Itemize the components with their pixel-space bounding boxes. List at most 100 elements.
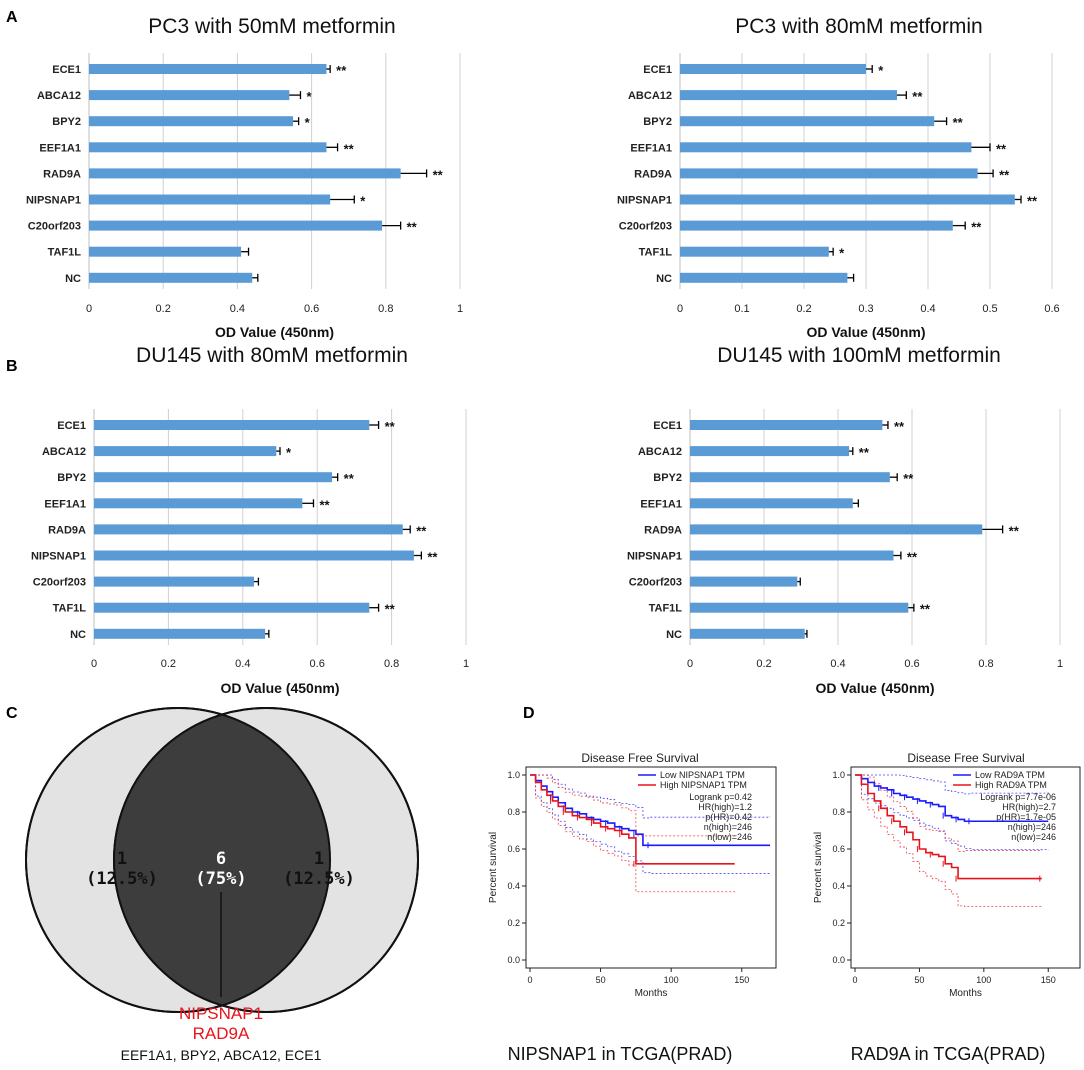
category-label: NC xyxy=(666,629,682,641)
km-caption: NIPSNAP1 in TCGA(PRAD) xyxy=(508,1044,733,1064)
category-label: EEF1A1 xyxy=(630,142,672,154)
x-tick-label: 0 xyxy=(91,658,97,670)
y-tick-label: 0.4 xyxy=(507,881,520,891)
bar xyxy=(94,550,414,561)
other-genes: EEF1A1, BPY2, ABCA12, ECE1 xyxy=(121,1047,322,1063)
chart-title: PC3 with 50mM metformin xyxy=(148,15,395,38)
x-tick-label: 1 xyxy=(463,658,469,670)
bar xyxy=(690,524,983,535)
y-tick-label: 0.0 xyxy=(832,955,845,965)
bar xyxy=(94,576,254,587)
bar-chart-2: 0 0.1 0.2 0.3 0.4 0.5 0.6 PC3 with 80mM metform… xyxy=(617,15,1060,340)
category-label: EEF1A1 xyxy=(39,142,81,154)
venn-left-percent: (12.5%) xyxy=(86,869,158,889)
category-label: EEF1A1 xyxy=(44,498,86,510)
significance-marker: ** xyxy=(336,63,347,78)
x-axis-title: Months xyxy=(635,988,668,999)
x-axis-title: OD Value (450nm) xyxy=(215,324,334,340)
significance-marker: * xyxy=(305,115,311,130)
bar xyxy=(94,602,370,613)
km-plot-frame xyxy=(850,766,1081,969)
y-tick-label: 0.8 xyxy=(832,807,845,817)
significance-marker: * xyxy=(306,89,312,104)
bar xyxy=(89,220,383,231)
significance-marker: ** xyxy=(319,497,330,512)
bar xyxy=(680,220,953,231)
bar xyxy=(690,576,798,587)
significance-marker: ** xyxy=(920,602,931,617)
x-tick-label: 0.8 xyxy=(978,658,993,670)
significance-marker: ** xyxy=(407,220,418,235)
category-label: EEF1A1 xyxy=(640,498,682,510)
x-axis-title: Months xyxy=(949,988,982,999)
significance-marker: ** xyxy=(907,550,918,565)
venn-overlap-count: 6 xyxy=(216,849,226,869)
confidence-band xyxy=(530,774,736,893)
category-label: BPY2 xyxy=(653,472,682,484)
bar xyxy=(89,90,290,101)
significance-marker: ** xyxy=(344,471,355,486)
x-tick-label: 0 xyxy=(527,975,532,985)
category-label: BPY2 xyxy=(52,116,81,128)
x-tick-label: 0.8 xyxy=(378,303,393,315)
category-label: RAD9A xyxy=(43,168,81,180)
category-label: ABCA12 xyxy=(37,90,81,102)
x-tick-label: 50 xyxy=(596,975,606,985)
legend-label: Low RAD9A TPM xyxy=(975,770,1045,780)
x-tick-label: 0.2 xyxy=(156,303,171,315)
bar xyxy=(89,272,253,283)
venn-overlap-percent: (75%) xyxy=(195,869,246,889)
significance-marker: ** xyxy=(953,115,964,130)
survival-curve xyxy=(855,774,1042,880)
category-label: C20orf203 xyxy=(619,221,672,233)
chart-title: DU145 with 100mM metformin xyxy=(717,344,1001,367)
confidence-band xyxy=(855,774,1043,852)
x-tick-label: 0.6 xyxy=(1044,303,1059,315)
bar xyxy=(94,472,333,483)
category-label: ECE1 xyxy=(653,420,682,432)
significance-marker: ** xyxy=(344,141,355,156)
x-tick-label: 0 xyxy=(86,303,92,315)
x-tick-label: 0.6 xyxy=(310,658,325,670)
x-tick-label: 0.2 xyxy=(796,303,811,315)
confidence-band xyxy=(530,774,771,819)
venn-right-percent: (12.5%) xyxy=(283,869,355,889)
significance-marker: ** xyxy=(416,523,427,538)
y-tick-label: 0.6 xyxy=(832,844,845,854)
significance-marker: ** xyxy=(433,167,444,182)
category-label: ABCA12 xyxy=(628,90,672,102)
bar xyxy=(690,550,894,561)
bar xyxy=(89,64,327,74)
x-tick-label: 1 xyxy=(457,303,463,315)
stat-text: n(high)=246 xyxy=(704,822,752,832)
significance-marker: * xyxy=(286,445,292,460)
significance-marker: ** xyxy=(971,220,982,235)
bar xyxy=(94,446,277,457)
category-label: NIPSNAP1 xyxy=(26,195,81,207)
x-tick-label: 0.4 xyxy=(235,658,250,670)
stat-text: HR(high)=2.7 xyxy=(1002,802,1056,812)
km-title: Disease Free Survival xyxy=(581,751,698,765)
category-label: RAD9A xyxy=(634,168,672,180)
y-tick-label: 1.0 xyxy=(832,770,845,780)
stat-text: p(HR)=1.7e-05 xyxy=(996,812,1056,822)
y-tick-label: 0.2 xyxy=(507,918,520,928)
category-label: NIPSNAP1 xyxy=(617,195,672,207)
venn-outline-left xyxy=(25,707,331,1013)
category-label: ECE1 xyxy=(52,64,81,76)
bar xyxy=(680,116,935,127)
category-label: ABCA12 xyxy=(638,446,682,458)
x-tick-label: 0.8 xyxy=(384,658,399,670)
bar xyxy=(680,272,848,283)
venn-left-count: 1 xyxy=(117,849,127,869)
category-label: BPY2 xyxy=(643,116,672,128)
category-label: BPY2 xyxy=(57,472,86,484)
x-axis-title: OD Value (450nm) xyxy=(220,680,339,696)
stat-text: n(low)=246 xyxy=(1011,832,1056,842)
category-label: C20orf203 xyxy=(33,577,86,589)
panel-letter-c: C xyxy=(6,705,18,722)
category-label: TAF1L xyxy=(639,247,673,259)
y-tick-label: 0.8 xyxy=(507,807,520,817)
bar-chart-1: 0 0.2 0.4 0.6 0.8 1 PC3 with 50mM metformin ECE… xyxy=(26,15,463,340)
